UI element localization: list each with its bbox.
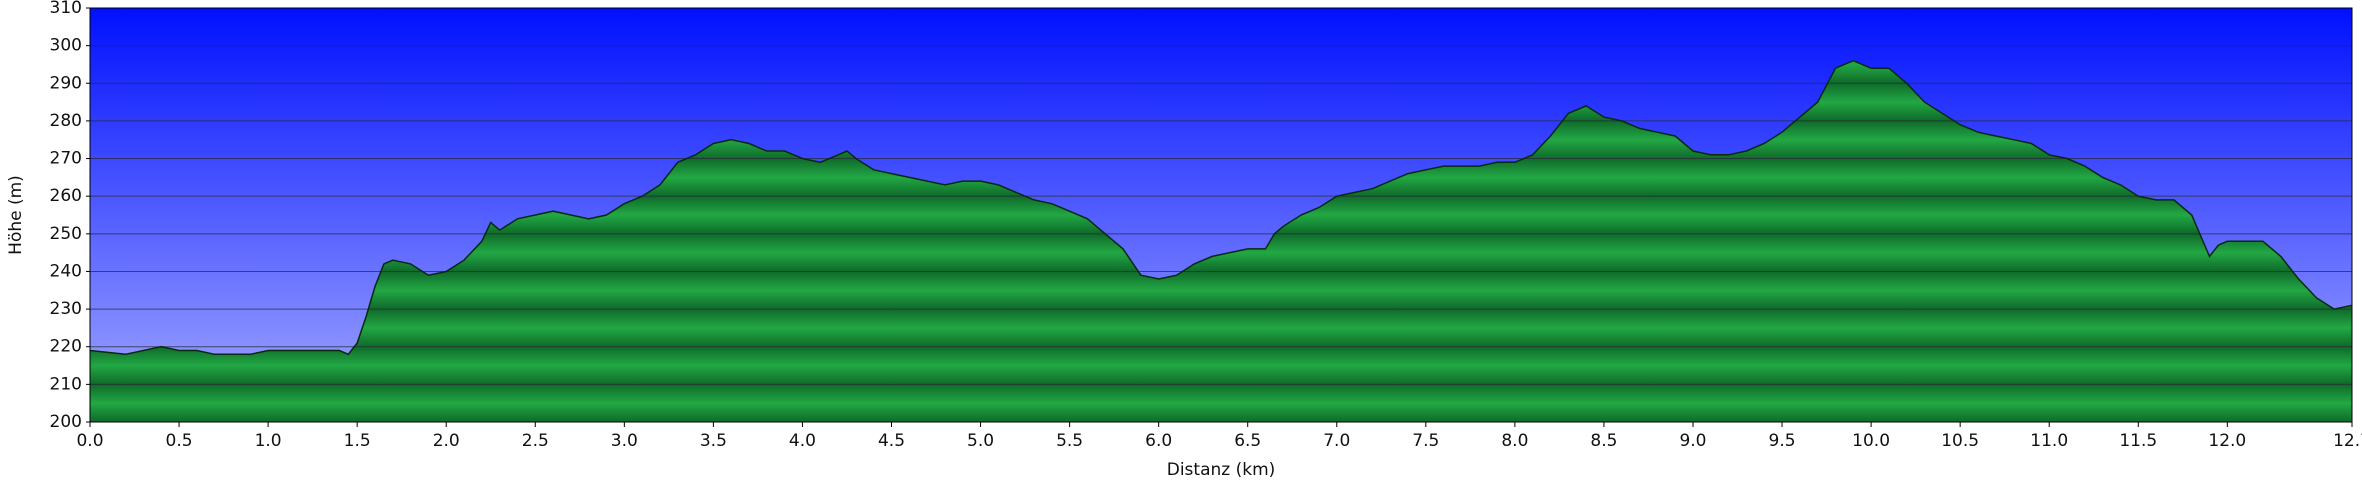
x-tick-label: 3.5: [700, 431, 727, 451]
x-tick-label: 12.0: [2208, 431, 2246, 451]
y-axis-title: Höhe (m): [6, 175, 26, 255]
x-tick-label: 7.5: [1412, 431, 1439, 451]
x-tick-label: 10.0: [1852, 431, 1890, 451]
y-tick-label: 210: [50, 374, 82, 394]
x-axis-title: Distanz (km): [1167, 460, 1276, 480]
x-tick-label: 10.5: [1941, 431, 1979, 451]
x-tick-label: 1.0: [255, 431, 282, 451]
x-tick-label: 9.0: [1679, 431, 1706, 451]
area-fill: [90, 60, 2352, 422]
y-tick-label: 250: [50, 224, 82, 244]
y-tick-label: 220: [50, 337, 82, 357]
x-tick-label: 2.0: [433, 431, 460, 451]
x-tick-label: 4.0: [789, 431, 816, 451]
y-tick-label: 230: [50, 299, 82, 319]
plot-frame: [89, 7, 2353, 423]
x-tick-label: 11.5: [2119, 431, 2157, 451]
y-tick-label: 240: [50, 261, 82, 281]
x-tick-label: 6.0: [1145, 431, 1172, 451]
x-tick-label: 8.5: [1590, 431, 1617, 451]
x-tick-label: 2.5: [522, 431, 549, 451]
x-tick-label: 5.0: [967, 431, 994, 451]
y-tick-label: 310: [50, 0, 82, 18]
y-tick-label: 200: [50, 412, 82, 432]
y-tick-label: 300: [50, 36, 82, 56]
x-tick-label: 1.5: [344, 431, 371, 451]
x-tick-label: 7.0: [1323, 431, 1350, 451]
x-tick-label: 0.0: [76, 431, 103, 451]
y-tick-label: 290: [50, 73, 82, 93]
elevation-line: [89, 59, 2353, 356]
y-tick-label: 280: [50, 111, 82, 131]
x-tick-label: 11.0: [2030, 431, 2068, 451]
x-tick-label: 12.7: [2333, 431, 2362, 451]
x-tick-label: 8.0: [1501, 431, 1528, 451]
x-tick-label: 5.5: [1056, 431, 1083, 451]
y-tick-label: 270: [50, 149, 82, 169]
x-tick-label: 0.5: [166, 431, 193, 451]
x-tick-label: 6.5: [1234, 431, 1261, 451]
y-tick-label: 260: [50, 186, 82, 206]
x-tick-label: 4.5: [878, 431, 905, 451]
x-tick-label: 3.0: [611, 431, 638, 451]
x-tick-label: 9.5: [1769, 431, 1796, 451]
